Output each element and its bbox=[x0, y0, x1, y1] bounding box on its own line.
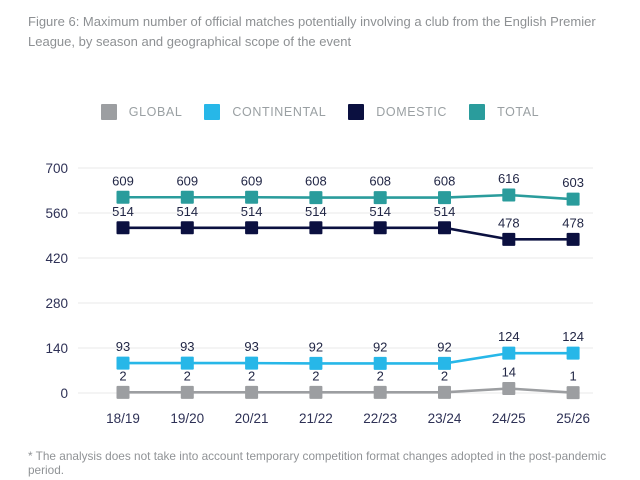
marker-total-18-19 bbox=[116, 190, 130, 204]
footnote: * The analysis does not take into accoun… bbox=[28, 449, 607, 477]
y-tick-label-700: 700 bbox=[45, 161, 68, 176]
marker-global-23-24 bbox=[438, 385, 451, 399]
marker-continental-22-23 bbox=[373, 356, 387, 370]
marker-total-22-23 bbox=[373, 191, 387, 205]
series-line-domestic bbox=[123, 226, 574, 241]
legend-swatch-total bbox=[469, 104, 486, 120]
series-line-global bbox=[123, 387, 574, 394]
line-chart: 0 140 280 420 560 700 18/19 19/20 20/21 21/22 22/2… bbox=[45, 161, 593, 426]
x-tick-label-25-26: 25/26 bbox=[556, 411, 590, 426]
data-label-total-21-22: 608 bbox=[305, 174, 327, 189]
y-tick-label-0: 0 bbox=[60, 386, 68, 401]
data-label-continental-19-20: 93 bbox=[180, 339, 194, 354]
series-line-continental bbox=[123, 351, 574, 365]
marker-continental-20-21 bbox=[245, 356, 259, 370]
data-label-global-19-20: 2 bbox=[184, 368, 191, 383]
legend-swatch-domestic bbox=[348, 104, 365, 120]
marker-total-23-24 bbox=[438, 191, 451, 205]
chart-legend: GLOBAL CONTINENTAL DOMESTIC TOTAL bbox=[0, 104, 640, 120]
legend-label-domestic: DOMESTIC bbox=[376, 105, 448, 119]
data-label-total-20-21: 609 bbox=[241, 173, 263, 188]
data-label-domestic-21-22: 514 bbox=[305, 204, 327, 219]
legend-item-total: TOTAL bbox=[469, 104, 539, 120]
x-tick-label-18-19: 18/19 bbox=[106, 411, 140, 426]
data-label-domestic-24-25: 478 bbox=[498, 215, 520, 230]
marker-domestic-23-24 bbox=[438, 221, 451, 235]
data-label-domestic-20-21: 514 bbox=[241, 204, 263, 219]
legend-label-global: GLOBAL bbox=[128, 105, 183, 119]
data-label-continental-22-23: 92 bbox=[373, 339, 387, 354]
data-label-global-25-26: 1 bbox=[569, 369, 576, 384]
data-label-global-21-22: 2 bbox=[312, 368, 319, 383]
legend-item-domestic: DOMESTIC bbox=[348, 104, 447, 120]
data-label-domestic-22-23: 514 bbox=[369, 204, 391, 219]
legend-label-total: TOTAL bbox=[497, 105, 540, 119]
marker-continental-21-22 bbox=[309, 356, 323, 370]
y-tick-label-420: 420 bbox=[45, 251, 68, 266]
marker-global-24-25 bbox=[502, 382, 516, 395]
marker-global-21-22 bbox=[309, 385, 323, 399]
data-label-global-20-21: 2 bbox=[248, 368, 255, 383]
marker-continental-23-24 bbox=[438, 356, 451, 370]
legend-swatch-continental bbox=[204, 104, 221, 120]
x-tick-label-24-25: 24/25 bbox=[492, 411, 526, 426]
marker-domestic-21-22 bbox=[309, 221, 323, 235]
data-label-continental-25-26: 124 bbox=[562, 329, 584, 344]
legend-label-continental: CONTINENTAL bbox=[232, 105, 327, 119]
data-label-continental-23-24: 92 bbox=[437, 339, 451, 354]
y-tick-label-280: 280 bbox=[45, 296, 68, 311]
marker-continental-18-19 bbox=[116, 356, 130, 370]
y-tick-label-140: 140 bbox=[45, 341, 68, 356]
data-label-total-18-19: 609 bbox=[112, 173, 134, 188]
data-label-total-25-26: 603 bbox=[562, 175, 584, 190]
marker-global-19-20 bbox=[180, 385, 194, 399]
data-label-total-23-24: 608 bbox=[434, 174, 456, 189]
marker-domestic-25-26 bbox=[566, 232, 580, 246]
marker-global-25-26 bbox=[566, 386, 580, 400]
data-label-continental-20-21: 93 bbox=[244, 339, 258, 354]
marker-total-24-25 bbox=[502, 188, 516, 202]
data-label-continental-21-22: 92 bbox=[309, 339, 323, 354]
x-tick-label-19-20: 19/20 bbox=[170, 411, 204, 426]
marker-domestic-20-21 bbox=[245, 221, 259, 235]
marker-continental-24-25 bbox=[502, 346, 516, 360]
y-tick-label-560: 560 bbox=[45, 206, 68, 221]
x-tick-label-20-21: 20/21 bbox=[235, 411, 269, 426]
data-label-global-23-24: 2 bbox=[441, 368, 448, 383]
data-label-global-18-19: 2 bbox=[119, 368, 126, 383]
marker-domestic-19-20 bbox=[180, 221, 194, 235]
data-label-continental-18-19: 93 bbox=[116, 339, 130, 354]
marker-domestic-22-23 bbox=[373, 221, 387, 235]
marker-global-20-21 bbox=[245, 385, 259, 399]
marker-total-20-21 bbox=[245, 190, 259, 204]
marker-global-18-19 bbox=[116, 385, 130, 399]
legend-swatch-global bbox=[100, 104, 117, 120]
data-label-total-19-20: 609 bbox=[176, 173, 198, 188]
data-label-total-22-23: 608 bbox=[369, 174, 391, 189]
marker-total-21-22 bbox=[309, 191, 323, 205]
figure-title: Figure 6: Maximum number of official mat… bbox=[28, 14, 596, 50]
marker-total-19-20 bbox=[180, 190, 194, 204]
series-line-total bbox=[123, 193, 574, 201]
data-label-global-22-23: 2 bbox=[377, 368, 384, 383]
x-tick-label-21-22: 21/22 bbox=[299, 411, 333, 426]
marker-continental-19-20 bbox=[180, 356, 194, 370]
legend-item-global: GLOBAL bbox=[100, 104, 183, 120]
x-tick-label-23-24: 23/24 bbox=[428, 411, 462, 426]
marker-domestic-18-19 bbox=[116, 221, 130, 235]
data-label-domestic-19-20: 514 bbox=[176, 204, 198, 219]
data-label-total-24-25: 616 bbox=[498, 171, 520, 186]
data-label-continental-24-25: 124 bbox=[498, 329, 520, 344]
marker-continental-25-26 bbox=[566, 346, 580, 360]
data-label-domestic-25-26: 478 bbox=[562, 215, 584, 230]
data-label-global-24-25: 14 bbox=[502, 365, 516, 380]
marker-domestic-24-25 bbox=[502, 232, 516, 246]
x-tick-label-22-23: 22/23 bbox=[363, 411, 397, 426]
marker-total-25-26 bbox=[566, 192, 580, 206]
data-label-domestic-18-19: 514 bbox=[112, 204, 134, 219]
data-label-domestic-23-24: 514 bbox=[434, 204, 456, 219]
marker-global-22-23 bbox=[373, 385, 387, 399]
legend-item-continental: CONTINENTAL bbox=[204, 104, 326, 120]
